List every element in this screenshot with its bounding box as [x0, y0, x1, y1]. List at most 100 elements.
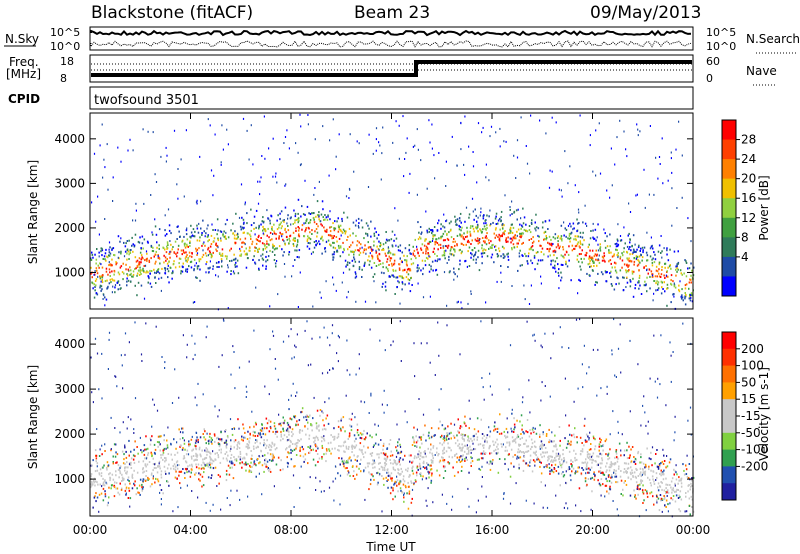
- data-point: [383, 483, 385, 486]
- data-point: [540, 440, 543, 443]
- data-point: [157, 254, 159, 256]
- data-point: [263, 470, 265, 473]
- data-point: [506, 449, 508, 452]
- data-point: [431, 232, 433, 235]
- data-point: [639, 473, 641, 476]
- data-point: [459, 219, 461, 222]
- data-point: [418, 231, 420, 234]
- data-point: [350, 418, 353, 421]
- data-point: [552, 460, 554, 463]
- data-point: [211, 439, 213, 441]
- data-point: [548, 242, 551, 245]
- data-point: [316, 409, 319, 412]
- data-point: [115, 470, 117, 473]
- noise-point: [444, 245, 446, 247]
- data-point: [595, 460, 597, 463]
- data-point: [510, 448, 513, 451]
- data-point: [348, 268, 351, 271]
- data-point: [288, 433, 290, 436]
- data-point: [191, 465, 193, 468]
- data-point: [443, 252, 446, 254]
- data-point: [656, 270, 659, 273]
- noise-point: [431, 147, 433, 150]
- data-point: [467, 439, 469, 442]
- data-point: [470, 225, 472, 228]
- data-point: [173, 463, 176, 466]
- data-point: [171, 272, 173, 275]
- data-point: [436, 229, 439, 232]
- data-point: [350, 429, 353, 432]
- data-point: [253, 222, 255, 224]
- data-point: [687, 477, 690, 479]
- data-point: [558, 458, 560, 461]
- data-point: [408, 454, 411, 457]
- noise-point: [446, 304, 448, 307]
- noise-point: [342, 271, 345, 274]
- data-point: [242, 423, 244, 426]
- noise-point: [252, 163, 254, 166]
- data-point: [648, 268, 651, 271]
- data-point: [484, 240, 486, 243]
- noise-point: [374, 423, 376, 426]
- data-point: [236, 265, 238, 268]
- data-point: [184, 242, 186, 245]
- data-point: [588, 448, 591, 451]
- data-point: [567, 253, 570, 256]
- data-point: [598, 470, 600, 473]
- data-point: [344, 450, 346, 453]
- data-point: [321, 457, 323, 460]
- data-point: [112, 462, 115, 465]
- data-point: [266, 246, 268, 249]
- data-point: [128, 439, 130, 442]
- noise-point: [108, 261, 110, 264]
- data-point: [467, 435, 469, 438]
- data-point: [242, 218, 245, 221]
- data-point: [424, 424, 426, 427]
- data-point: [347, 235, 349, 238]
- data-point: [203, 471, 205, 474]
- data-point: [167, 480, 169, 483]
- data-point: [655, 453, 657, 455]
- noise-point: [215, 274, 217, 277]
- data-point: [614, 456, 616, 459]
- data-point: [475, 251, 477, 254]
- data-point: [276, 447, 278, 450]
- data-point: [451, 456, 454, 459]
- noise-point: [515, 482, 517, 485]
- data-point: [519, 456, 522, 459]
- data-point: [413, 457, 416, 460]
- data-point: [427, 242, 429, 245]
- noise-point: [428, 255, 430, 258]
- noise-point: [643, 168, 645, 171]
- data-point: [585, 440, 587, 443]
- data-point: [627, 462, 630, 465]
- data-point: [133, 244, 136, 247]
- data-point: [483, 444, 485, 447]
- data-point: [268, 430, 271, 433]
- data-point: [341, 217, 343, 220]
- data-point: [158, 228, 161, 231]
- data-point: [489, 462, 492, 465]
- data-point: [401, 491, 404, 494]
- data-point: [135, 493, 137, 496]
- data-point: [667, 483, 669, 486]
- data-point: [238, 442, 241, 445]
- data-point: [167, 276, 169, 279]
- data-point: [301, 205, 303, 208]
- noise-point: [151, 231, 153, 234]
- data-point: [674, 286, 677, 289]
- data-point: [454, 220, 457, 223]
- data-point: [326, 449, 328, 452]
- data-point: [643, 246, 646, 249]
- data-point: [416, 466, 418, 469]
- data-point: [540, 472, 543, 475]
- data-point: [436, 242, 439, 245]
- data-point: [430, 464, 432, 467]
- data-point: [676, 263, 678, 266]
- data-point: [466, 240, 469, 243]
- data-point: [401, 281, 404, 284]
- noise-point: [578, 191, 580, 194]
- data-point: [369, 434, 371, 437]
- data-point: [574, 247, 576, 250]
- data-point: [236, 259, 239, 262]
